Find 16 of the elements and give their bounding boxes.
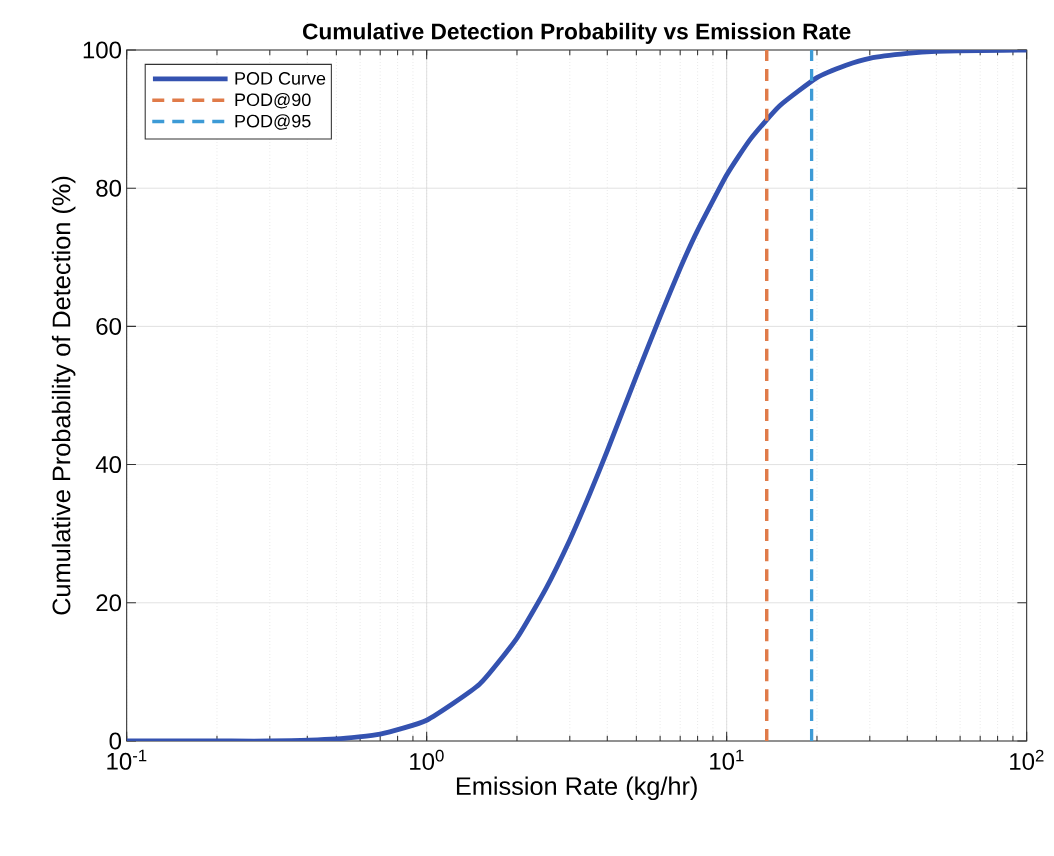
y-tick-label: 80 <box>96 179 122 197</box>
y-tick-label: 0 <box>109 732 122 750</box>
x-tick-label: 10$^{1}$ <box>710 749 744 770</box>
x-tick-label: 10$^{2}$ <box>1010 749 1044 771</box>
legend-label: POD@90 <box>235 92 311 109</box>
y-tick-label: 60 <box>96 317 122 335</box>
y-tick-label: 20 <box>96 594 122 612</box>
y-tick-label: 100 <box>83 41 122 59</box>
x-tick-label: 10$^{-1}$ <box>107 749 147 770</box>
y-axis-title: Cumulative Probability of Detection (%) <box>51 176 76 615</box>
chart-title: Cumulative Detection Probability vs Emission Rate <box>302 22 851 44</box>
legend-label: POD@95 <box>235 114 311 130</box>
legend-label: POD Curve <box>235 72 326 85</box>
x-tick-label: 10$^{0}$ <box>410 749 444 771</box>
y-tick-label: 40 <box>95 456 122 474</box>
x-axis-title: Emission Rate (kg/hr) <box>456 776 697 801</box>
